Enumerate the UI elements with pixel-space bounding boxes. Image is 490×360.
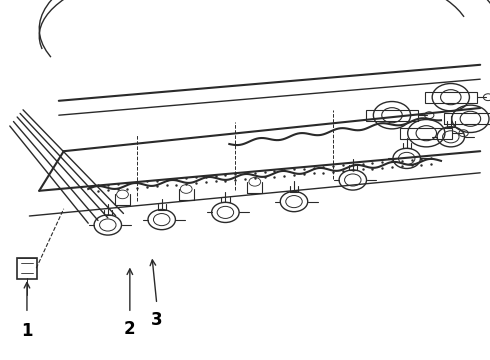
Text: 3: 3 — [151, 311, 163, 329]
Text: 2: 2 — [124, 320, 136, 338]
Text: 1: 1 — [21, 322, 33, 340]
